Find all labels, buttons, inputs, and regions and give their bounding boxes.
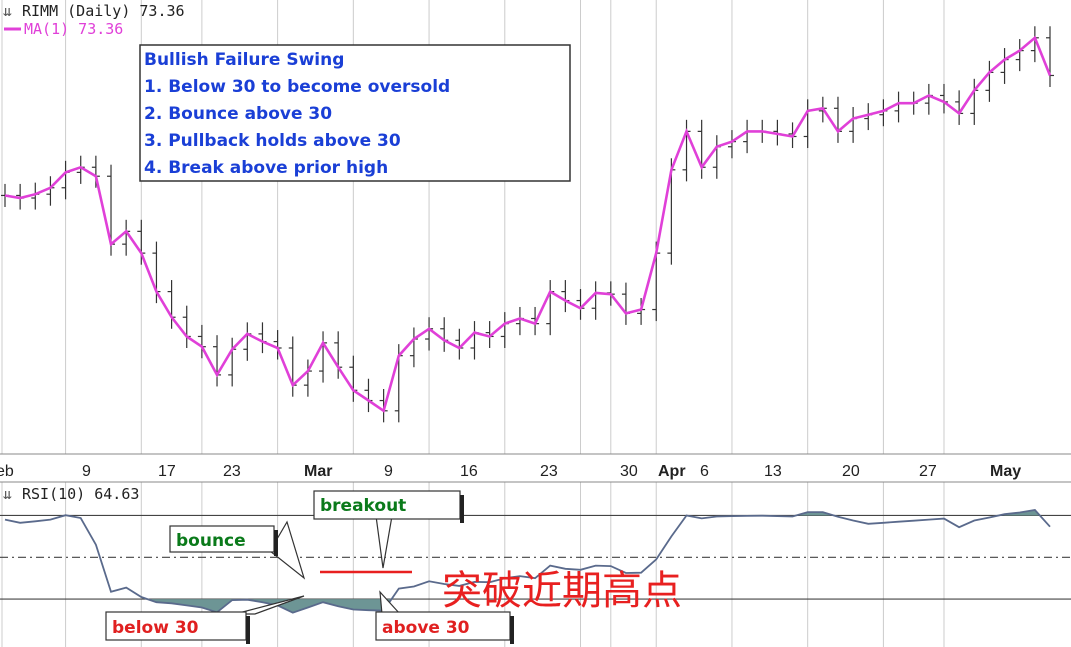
x-tick-label-5: 9 (384, 463, 393, 480)
price-settings-icon[interactable]: ⇊ (3, 2, 12, 20)
above-30-callout (375, 611, 511, 641)
ma-legend-label: MA(1) 73.36 (24, 20, 123, 38)
rsi-settings-icon[interactable]: ⇊ (3, 485, 12, 503)
x-tick-label-13: 27 (919, 463, 937, 480)
breakout-callout-shadow (460, 495, 464, 523)
info-box-frame (139, 44, 571, 182)
x-tick-label-12: 20 (842, 463, 860, 480)
info-box-title: Bullish Failure Swing (144, 50, 344, 70)
breakout-callout (313, 490, 461, 520)
annotation-bounce: bounce (169, 520, 306, 580)
x-tick-label-10: 6 (700, 463, 709, 480)
x-tick-label-2: 17 (158, 463, 176, 480)
x-tick-label-8: 30 (620, 463, 638, 480)
x-tick-label-0: eb (0, 463, 14, 480)
x-tick-label-3: 23 (223, 463, 241, 480)
bounce-callout-shadow (274, 530, 278, 556)
chinese-note: 突破近期高点 (442, 568, 682, 614)
bounce-callout (169, 525, 275, 553)
bounce-label: bounce (176, 531, 246, 551)
x-tick-label-4: Mar (304, 463, 332, 480)
bounce-callout-pointer (269, 520, 306, 580)
rsi-reference-lines (0, 514, 1071, 600)
above-30-label: above 30 (382, 618, 470, 638)
symbol-label: RIMM (Daily) 73.36 (22, 2, 185, 20)
breakout-label: breakout (320, 496, 406, 516)
info-box-step-1: 1. Below 30 to become oversold (144, 77, 450, 97)
annotation-breakout: breakout (313, 490, 464, 569)
x-tick-label-11: 13 (764, 463, 782, 480)
x-tick-label-14: May (990, 463, 1021, 480)
x-axis: eb 9 17 23 Mar 9 16 23 30 Apr 6 13 20 27 May (0, 463, 1021, 480)
rsi-line (4, 509, 1051, 614)
annotation-above-30: above 30 (375, 590, 514, 644)
x-tick-label-1: 9 (82, 463, 91, 480)
annotation-below-30: below 30 (105, 595, 305, 644)
above-30-callout-shadow (510, 616, 514, 644)
info-box-step-2: 2. Bounce above 30 (144, 104, 332, 124)
x-tick-label-6: 16 (460, 463, 478, 480)
info-box: Bullish Failure Swing 1. Below 30 to bec… (139, 44, 571, 182)
rsi-label: RSI(10) 64.63 (22, 485, 139, 503)
ma-line (4, 35, 1052, 413)
x-tick-label-7: 23 (540, 463, 558, 480)
info-box-step-4: 4. Break above prior high (144, 158, 388, 178)
info-box-step-3: 3. Pullback holds above 30 (144, 131, 401, 151)
below-30-callout (105, 611, 247, 641)
x-tick-label-9: Apr (658, 463, 686, 480)
below-30-callout-shadow (246, 616, 250, 644)
price-header: ⇊ RIMM (Daily) 73.36 MA(1) 73.36 (3, 2, 185, 38)
below-30-label: below 30 (112, 618, 199, 638)
